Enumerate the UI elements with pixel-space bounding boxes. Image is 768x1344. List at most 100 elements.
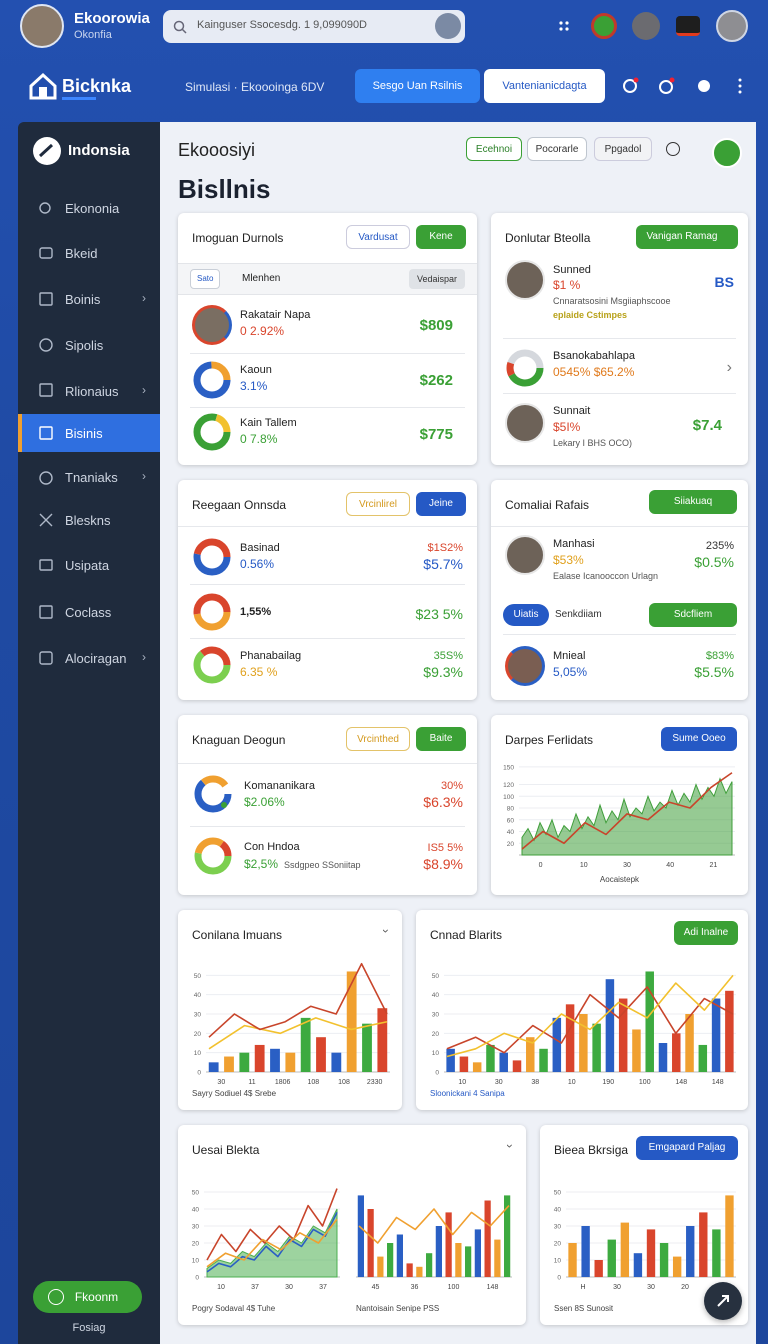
y-tick-label: 30 <box>194 1012 202 1019</box>
line-series <box>446 986 734 1054</box>
y-tick-label: 10 <box>192 1258 200 1265</box>
sidebar-button-icon <box>48 1289 64 1305</box>
bar <box>426 1253 433 1277</box>
card-button[interactable]: Vanigan Ramag <box>636 225 738 249</box>
row-donut <box>194 837 232 875</box>
y-tick-label: 20 <box>507 841 515 848</box>
x-tick-label: 30 <box>285 1284 293 1291</box>
bar-chart: 0 10 20 30 40 50 30 11 1806 108 108 2330 <box>194 962 390 1086</box>
card-button[interactable]: Adi Inalne <box>674 921 738 945</box>
card-button[interactable]: Sume Ooeo <box>661 727 737 751</box>
header-button[interactable]: Pocorarle <box>527 137 587 161</box>
bar <box>594 1260 603 1277</box>
nav-icons[interactable] <box>620 76 750 96</box>
x-tick-label: 108 <box>338 1079 350 1086</box>
row-name: Manhasi <box>553 538 595 550</box>
row-value: $775 <box>419 426 453 443</box>
divider <box>190 353 465 354</box>
bar <box>396 1234 403 1277</box>
x-tick-label: 10 <box>458 1079 466 1086</box>
sidebar-title: Indonsia <box>68 142 130 159</box>
user-avatar[interactable] <box>20 4 64 48</box>
x-tick-label: 0 <box>539 862 543 869</box>
line-series <box>521 772 733 850</box>
chevron[interactable]: › <box>503 1144 517 1148</box>
header-button[interactable]: Ecehnoi <box>466 137 522 161</box>
row-avatar <box>505 403 545 443</box>
bar <box>406 1263 413 1277</box>
bar <box>685 1014 694 1072</box>
apps-icon[interactable] <box>558 20 572 34</box>
chevron[interactable]: › <box>379 929 393 933</box>
bar <box>239 1052 250 1072</box>
primary-button[interactable]: Sesgo Uan Rsilnis <box>355 69 480 103</box>
card-title: Cnnad Blarits <box>430 928 503 942</box>
menu-item[interactable]: Bleskns <box>65 513 111 528</box>
menu-item[interactable]: Boinis <box>65 292 101 307</box>
user-name: Ekoorowia <box>74 10 150 27</box>
menu-item[interactable]: Rlionaius <box>65 384 119 399</box>
media-icon[interactable] <box>676 16 700 36</box>
notification-icon[interactable] <box>591 13 617 39</box>
card: Uesai Blekta › 0 10 20 30 40 50 10 37 30 37 45 36 1… <box>178 1125 526 1325</box>
line-series <box>208 962 388 1038</box>
row-change: 0545% $65.2% <box>553 365 635 379</box>
x-tick-label: 37 <box>319 1284 327 1291</box>
tab[interactable]: Sdcfliem <box>649 603 737 627</box>
bar <box>254 1044 265 1072</box>
y-tick-label: 0 <box>197 1070 201 1077</box>
x-tick-label: 21 <box>710 862 718 869</box>
menu-item[interactable]: Sipolis <box>65 338 104 353</box>
active-item-bg <box>18 414 160 452</box>
menu-item[interactable]: Bkeid <box>65 246 98 261</box>
divider <box>178 763 477 764</box>
clock-icon[interactable] <box>666 142 680 156</box>
card-button[interactable]: Baite <box>416 727 466 751</box>
card-button[interactable]: Kene <box>416 225 466 249</box>
row-value: $6.3% <box>423 794 463 810</box>
bar <box>633 1253 643 1277</box>
card-button[interactable]: Vrcinthed <box>346 727 410 751</box>
card: Reegaan Onnsda Vrcinlirel Jeine Basinad … <box>178 480 477 700</box>
card-button[interactable]: Emgapard Paljag <box>636 1136 738 1160</box>
search-box[interactable]: Kainguser Ssocesdg. 1 9,099090D <box>163 10 465 43</box>
tab[interactable]: Uiatis <box>503 604 549 626</box>
line-series <box>358 1205 510 1244</box>
row-value: $7.4 <box>692 417 722 434</box>
row-name: Sunnait <box>553 405 591 417</box>
header-avatar[interactable] <box>712 138 742 168</box>
bar <box>300 1017 311 1072</box>
card-button[interactable]: Jeine <box>416 492 466 516</box>
menu-item-active[interactable]: Bisinis <box>65 426 103 441</box>
menu-item[interactable]: Coclass <box>65 605 112 620</box>
tab[interactable]: Senkdiiam <box>555 609 602 620</box>
bar <box>224 1056 234 1072</box>
area <box>521 777 733 856</box>
divider <box>190 826 465 827</box>
header-button[interactable]: Ppgadol <box>594 137 652 161</box>
y-tick-label: 40 <box>432 992 440 999</box>
card-button[interactable]: Siiakuaq <box>649 490 737 514</box>
profile-avatar[interactable] <box>716 10 748 42</box>
card: Conilana Imuans › 0 10 20 30 40 50 30 11 1806 108… <box>178 910 402 1110</box>
divider <box>190 584 465 585</box>
y-tick-label: 100 <box>503 794 514 801</box>
menu-item[interactable]: Usipata <box>65 558 110 573</box>
y-tick-label: 10 <box>194 1050 202 1057</box>
contact-avatar[interactable] <box>632 12 660 40</box>
row-note: Ealase Icanooccon Urlagn <box>553 571 659 581</box>
chevron[interactable]: › <box>726 359 732 376</box>
bar <box>445 1212 452 1277</box>
menu-item[interactable]: Alociragan <box>65 651 127 666</box>
y-tick-label: 30 <box>554 1224 562 1231</box>
secondary-button[interactable]: Vantenianicdagta <box>484 69 605 103</box>
menu-item[interactable]: Tnaniaks <box>65 470 118 485</box>
menu-item[interactable]: Ekononia <box>65 201 120 216</box>
card-button[interactable]: Vardusat <box>346 225 410 249</box>
y-tick-label: 20 <box>554 1241 562 1248</box>
y-tick-label: 10 <box>432 1050 440 1057</box>
bar <box>659 1243 669 1277</box>
x-tick-label: 148 <box>675 1079 687 1086</box>
card-button[interactable]: Vrcinlirel <box>346 492 410 516</box>
floating-button[interactable] <box>704 1282 742 1320</box>
